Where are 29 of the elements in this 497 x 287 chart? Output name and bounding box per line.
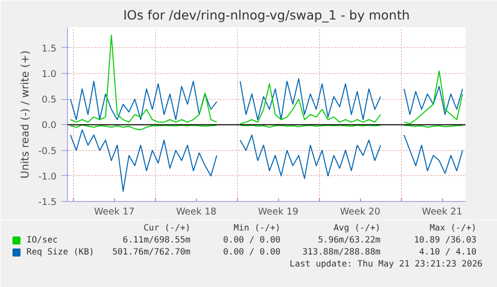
x-tick-label: Week 17 bbox=[94, 206, 135, 218]
text: 6.11m/698.55m bbox=[122, 236, 190, 246]
y-tick-label: 0.0 bbox=[42, 120, 57, 132]
y-tick-label: -0.5 bbox=[38, 146, 57, 157]
text: Min (-/+) bbox=[234, 224, 281, 234]
chart-title: IOs for /dev/ring-nlnog-vg/swap_1 - by month bbox=[123, 8, 410, 22]
legend-label: IO/sec bbox=[26, 236, 58, 246]
legend-label: Req Size (KB) bbox=[26, 248, 94, 258]
x-tick-label: Week 19 bbox=[258, 206, 298, 218]
text: 4.10 / 4.10 bbox=[419, 248, 476, 258]
y-tick-label: 1.5 bbox=[42, 43, 57, 54]
text: 10.89 /36.03 bbox=[414, 236, 477, 246]
text: 313.88m/288.88m bbox=[302, 248, 381, 258]
text: 5.96m/63.22m bbox=[318, 236, 381, 246]
text: 0.00 / 0.00 bbox=[223, 236, 280, 246]
y-tick-label: -1.0 bbox=[38, 171, 57, 182]
y-tick-label: -1.5 bbox=[38, 197, 57, 208]
text: Last update: Thu May 21 23:21:23 2026 bbox=[290, 260, 483, 270]
y-tick-label: 1.0 bbox=[42, 69, 57, 80]
x-tick-label: Week 20 bbox=[340, 206, 380, 218]
y-tick-label: 0.5 bbox=[42, 94, 57, 106]
text: Cur (-/+) bbox=[144, 224, 191, 234]
text: Avg (-/+) bbox=[334, 224, 381, 234]
y-axis-title: Units read (-) / write (+) bbox=[18, 50, 32, 178]
x-tick-label: Week 21 bbox=[422, 206, 462, 218]
text: Max (-/+) bbox=[430, 224, 477, 234]
text: 0.00 / 0.00 bbox=[223, 248, 280, 258]
text: 501.76m/762.70m bbox=[112, 248, 191, 258]
x-tick-label: Week 18 bbox=[176, 206, 217, 218]
